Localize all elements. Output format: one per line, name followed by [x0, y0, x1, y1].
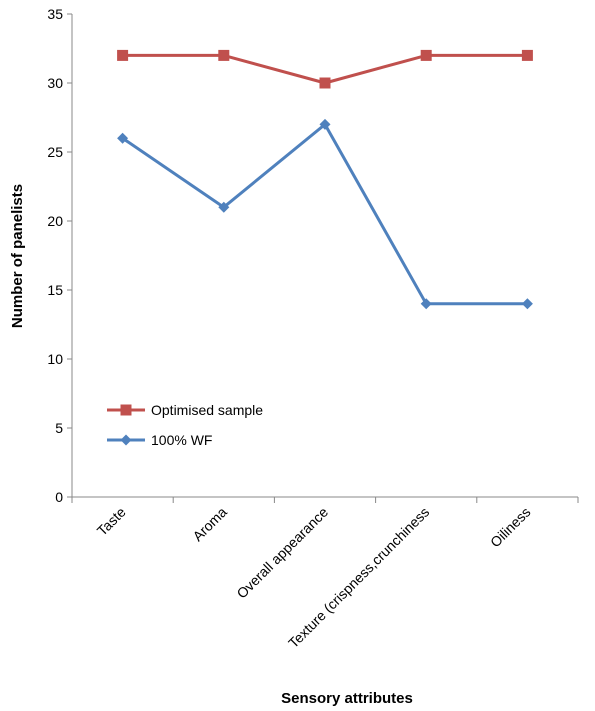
- legend-item: 100% WF: [107, 432, 212, 448]
- x-tick-label: Oiliness: [487, 504, 534, 551]
- data-point: [319, 118, 331, 130]
- y-tick-label: 15: [47, 282, 63, 298]
- series-2: [117, 118, 533, 310]
- legend-label: 100% WF: [151, 432, 212, 448]
- y-ticks: 0 5 10 15 20 25 30 35: [47, 6, 72, 505]
- y-tick-label: 25: [47, 144, 63, 160]
- data-point: [521, 298, 533, 310]
- x-tick-label: Aroma: [189, 504, 230, 545]
- x-axis-title: Sensory attributes: [281, 690, 413, 707]
- data-point: [319, 77, 331, 89]
- data-point: [218, 201, 230, 213]
- y-tick-label: 20: [47, 213, 63, 229]
- data-point: [521, 49, 533, 61]
- axes: [71, 14, 578, 498]
- data-point: [117, 132, 129, 144]
- series-layer: [117, 49, 533, 310]
- y-tick-label: 35: [47, 6, 63, 22]
- x-tick-label: Taste: [94, 504, 129, 539]
- legend-swatch-marker: [120, 434, 132, 446]
- y-tick-label: 0: [55, 489, 63, 505]
- y-tick-label: 30: [47, 75, 63, 91]
- series-1: [117, 49, 533, 89]
- legend-swatch-marker: [120, 404, 132, 416]
- data-point: [218, 49, 230, 61]
- legend-item: Optimised sample: [107, 402, 263, 418]
- data-point: [117, 49, 129, 61]
- y-tick-label: 10: [47, 351, 63, 367]
- legend-label: Optimised sample: [151, 402, 263, 418]
- data-point: [420, 298, 432, 310]
- y-axis-title: Number of panelists: [9, 184, 26, 328]
- series-line: [121, 122, 528, 306]
- legend: Optimised sample 100% WF: [107, 402, 263, 448]
- x-tick-label: Overall appearance: [233, 504, 331, 602]
- data-point: [420, 49, 432, 61]
- y-tick-label: 5: [55, 420, 63, 436]
